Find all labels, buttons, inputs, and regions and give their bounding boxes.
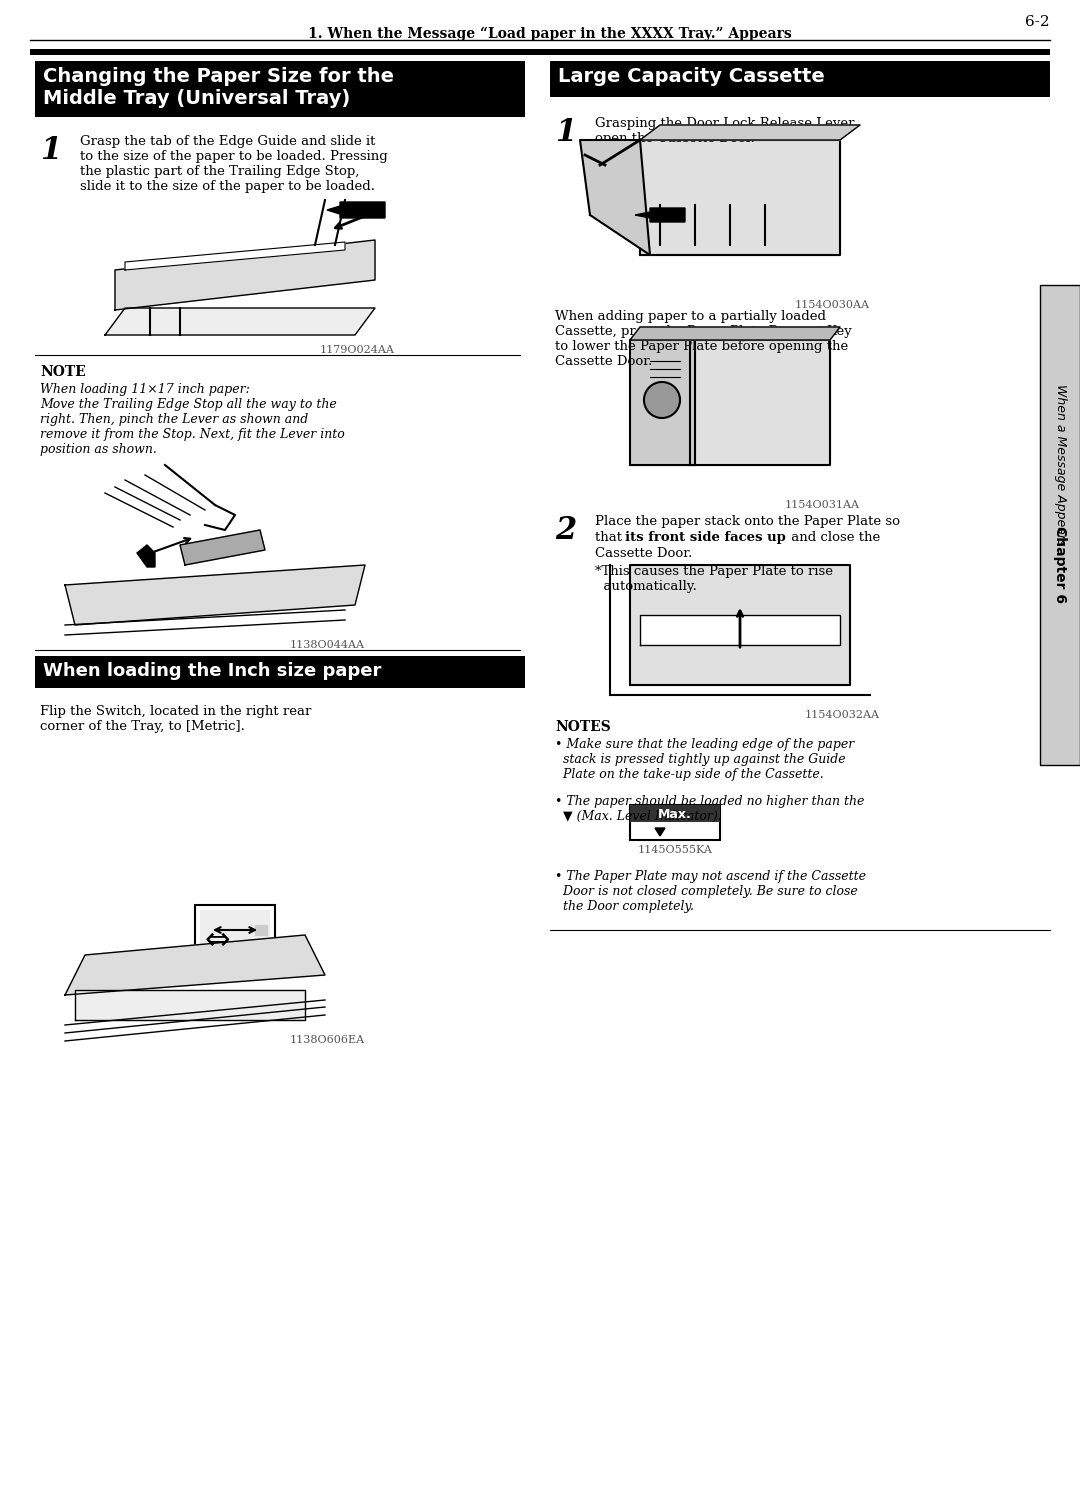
Text: 1. When the Message “Load paper in the XXXX Tray.” Appears: 1. When the Message “Load paper in the X…	[308, 27, 792, 42]
Polygon shape	[654, 829, 665, 836]
Polygon shape	[65, 936, 325, 995]
Text: • Make sure that the leading edge of the paper
  stack is pressed tightly up aga: • Make sure that the leading edge of the…	[555, 738, 854, 781]
Text: *This causes the Paper Plate to rise
  automatically.: *This causes the Paper Plate to rise aut…	[595, 564, 833, 593]
Polygon shape	[580, 140, 650, 255]
Bar	[35, 61, 525, 117]
Text: ⇔: ⇔	[205, 925, 230, 955]
Bar	[35, 656, 525, 688]
Polygon shape	[640, 140, 840, 255]
Bar	[95, 165, 395, 340]
Text: Chapter 6: Chapter 6	[1053, 527, 1067, 603]
Text: Flip the Switch, located in the right rear
corner of the Tray, to [Metric].: Flip the Switch, located in the right re…	[40, 705, 311, 734]
Polygon shape	[105, 307, 375, 336]
Bar	[648, 388, 676, 413]
Polygon shape	[640, 125, 860, 140]
Text: Large Capacity Cassette: Large Capacity Cassette	[558, 67, 825, 86]
Text: 6-2: 6-2	[1025, 15, 1050, 30]
Text: NOTES: NOTES	[555, 720, 611, 734]
Text: 1: 1	[555, 117, 577, 148]
Text: • The paper should be loaded no higher than the
  ▼ (Max. Level Indicator).: • The paper should be loaded no higher t…	[555, 794, 864, 823]
Text: NOTE: NOTE	[40, 365, 85, 379]
Bar	[630, 805, 720, 823]
Text: Grasping the Door Lock Release Lever,
open the Cassette Door.: Grasping the Door Lock Release Lever, op…	[595, 117, 858, 146]
Text: its front side faces up: its front side faces up	[625, 532, 786, 544]
Polygon shape	[180, 530, 265, 564]
Polygon shape	[75, 990, 305, 1020]
Text: When adding paper to a partially loaded
Cassette, press the Paper Plate Descent : When adding paper to a partially loaded …	[555, 310, 852, 368]
Text: and close the: and close the	[787, 532, 880, 544]
Bar	[630, 805, 720, 841]
Text: 1179O024AA: 1179O024AA	[320, 345, 395, 355]
Text: 1154O030AA: 1154O030AA	[795, 300, 870, 310]
Text: 1138O606EA: 1138O606EA	[289, 1035, 365, 1045]
Polygon shape	[114, 241, 375, 310]
Text: 1: 1	[40, 135, 62, 166]
Text: Max.: Max.	[658, 808, 692, 821]
Text: When loading the Inch size paper: When loading the Inch size paper	[43, 662, 381, 680]
Polygon shape	[630, 340, 696, 465]
Bar	[1040, 285, 1080, 765]
Text: When a Message Appears: When a Message Appears	[1053, 385, 1067, 546]
Text: 2: 2	[555, 515, 577, 546]
Text: 1138O044AA: 1138O044AA	[291, 640, 365, 650]
Polygon shape	[635, 208, 685, 221]
Polygon shape	[125, 242, 345, 270]
Polygon shape	[630, 564, 850, 685]
Bar	[200, 910, 270, 959]
Text: Cassette Door.: Cassette Door.	[595, 546, 692, 560]
Text: Grasp the tab of the Edge Guide and slide it
to the size of the paper to be load: Grasp the tab of the Edge Guide and slid…	[80, 135, 388, 193]
Text: Place the paper stack onto the Paper Plate so: Place the paper stack onto the Paper Pla…	[595, 515, 900, 529]
Text: • The Paper Plate may not ascend if the Cassette
  Door is not closed completely: • The Paper Plate may not ascend if the …	[555, 870, 866, 913]
Polygon shape	[65, 564, 365, 625]
Polygon shape	[255, 925, 267, 936]
Polygon shape	[630, 327, 840, 340]
Polygon shape	[137, 545, 156, 567]
Circle shape	[644, 382, 680, 417]
Polygon shape	[690, 340, 831, 465]
Text: 1145O555KA: 1145O555KA	[637, 845, 713, 855]
Bar	[195, 904, 275, 965]
Text: Changing the Paper Size for the
Middle Tray (Universal Tray): Changing the Paper Size for the Middle T…	[43, 67, 394, 108]
Polygon shape	[327, 202, 384, 218]
Polygon shape	[640, 615, 840, 644]
Bar	[1040, 285, 1080, 765]
Bar	[550, 61, 1050, 97]
Bar	[30, 49, 1050, 55]
Bar	[652, 391, 672, 408]
Text: 1154O031AA: 1154O031AA	[785, 500, 860, 509]
Text: 1154O032AA: 1154O032AA	[805, 710, 880, 720]
Text: When loading 11×17 inch paper:
Move the Trailing Edge Stop all the way to the
ri: When loading 11×17 inch paper: Move the …	[40, 383, 345, 456]
Text: that: that	[595, 532, 626, 544]
